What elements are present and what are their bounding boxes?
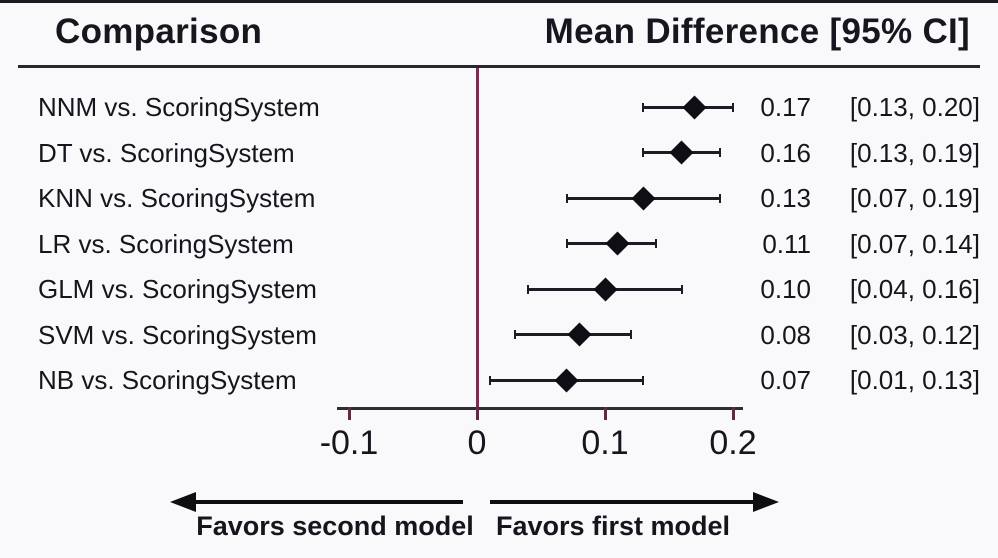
ci-value: [0.07, 0.14]: [849, 228, 980, 259]
point-estimate-marker: [682, 94, 707, 120]
point-estimate-marker: [669, 140, 694, 165]
row-label: NNM vs. ScoringSystem: [38, 92, 320, 122]
row-label: DT vs. ScoringSystem: [38, 137, 295, 168]
axis-tick-label: 0.2: [709, 424, 757, 462]
point-estimate-marker: [567, 322, 592, 347]
ci-value: [0.03, 0.12]: [849, 319, 980, 350]
axis-tick: [475, 407, 479, 420]
ci-cap-upper: [719, 193, 722, 203]
row-label: NB vs. ScoringSystem: [38, 365, 297, 395]
axis-tick: [603, 407, 607, 420]
point-estimate-marker: [605, 231, 630, 256]
ci-cap-upper: [655, 239, 658, 248]
ci-value: [0.13, 0.20]: [849, 92, 980, 122]
ci-value: [0.13, 0.19]: [849, 137, 980, 168]
axis-tick: [347, 407, 351, 420]
estimate-value: 0.07: [760, 365, 811, 395]
row-label: GLM vs. ScoringSystem: [38, 274, 317, 304]
estimate-value: 0.08: [760, 319, 811, 350]
zero-reference-line: [475, 68, 479, 419]
ci-cap-lower: [514, 330, 517, 339]
ci-cap-upper: [642, 375, 645, 385]
favors-first-model-label: Favors first model: [495, 511, 731, 541]
ci-value: [0.04, 0.16]: [849, 274, 980, 304]
axis-tick-label: -0.1: [319, 424, 379, 462]
axis-tick-label: 0.1: [581, 424, 629, 462]
ci-cap-upper: [680, 284, 683, 294]
estimate-value: 0.11: [762, 228, 811, 259]
estimate-value: 0.10: [760, 274, 811, 304]
comparison-column-header: Comparison: [55, 12, 263, 51]
row-label: SVM vs. ScoringSystem: [38, 319, 317, 350]
figure-top-border: [0, 0, 998, 3]
ci-cap-lower: [565, 193, 568, 203]
x-axis-line: [337, 407, 743, 410]
point-estimate-marker: [592, 276, 618, 302]
ci-cap-lower: [642, 148, 645, 157]
ci-cap-upper: [629, 330, 632, 339]
point-estimate-marker: [631, 185, 656, 211]
estimate-value: 0.13: [760, 183, 811, 213]
axis-tick-label: 0: [467, 424, 487, 462]
axis-tick: [731, 407, 735, 420]
header-separator-line: [18, 65, 980, 68]
ci-cap-upper: [732, 102, 734, 112]
row-label: LR vs. ScoringSystem: [38, 228, 294, 259]
ci-value: [0.01, 0.13]: [849, 365, 980, 395]
favors-left-arrow-line: [190, 500, 463, 504]
ci-cap-lower: [488, 375, 491, 385]
effect-column-header: Mean Difference [95% CI]: [544, 12, 970, 51]
row-label: KNN vs. ScoringSystem: [38, 183, 316, 213]
favors-right-arrowhead-icon: [753, 492, 779, 512]
estimate-value: 0.16: [760, 137, 811, 168]
ci-cap-upper: [719, 148, 722, 157]
favors-second-model-label: Favors second model: [196, 511, 474, 541]
ci-cap-lower: [642, 102, 645, 112]
ci-cap-lower: [565, 239, 568, 248]
favors-left-arrowhead-icon: [170, 492, 196, 512]
estimate-value: 0.17: [760, 92, 811, 122]
favors-right-arrow-line: [490, 500, 755, 504]
ci-cap-lower: [527, 284, 530, 294]
point-estimate-marker: [554, 367, 579, 393]
ci-value: [0.07, 0.19]: [849, 183, 980, 213]
